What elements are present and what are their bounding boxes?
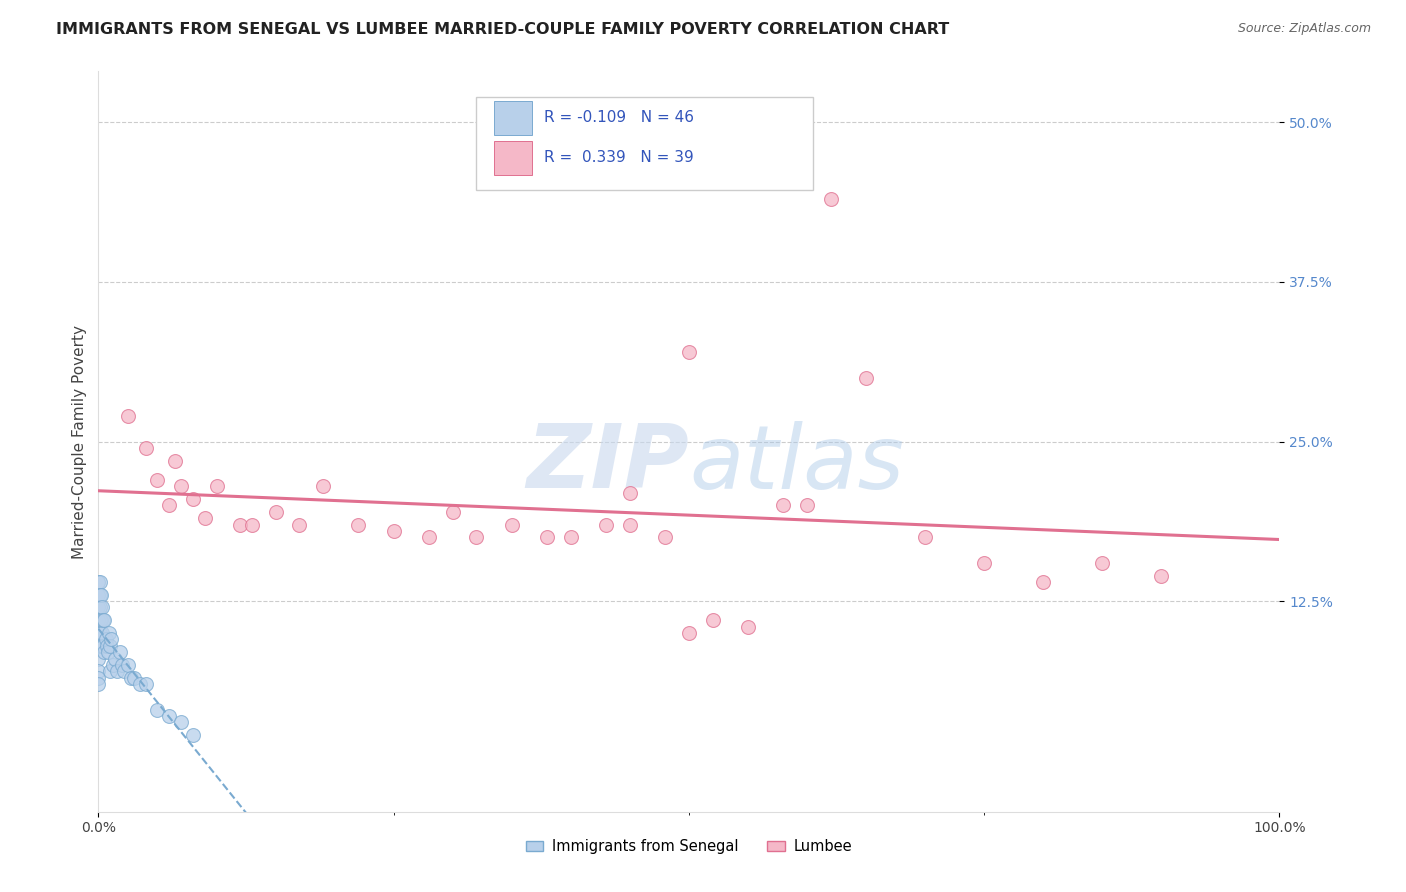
Point <box>111 657 134 672</box>
Text: R = -0.109   N = 46: R = -0.109 N = 46 <box>544 111 693 125</box>
Point <box>619 517 641 532</box>
Point <box>94 632 117 647</box>
Point <box>194 511 217 525</box>
Point <box>229 517 252 532</box>
Point <box>87 626 110 640</box>
Point <box>465 530 488 544</box>
Y-axis label: Married-Couple Family Poverty: Married-Couple Family Poverty <box>72 325 87 558</box>
Point <box>165 453 187 467</box>
Point <box>87 671 110 685</box>
Point <box>89 626 111 640</box>
Point <box>96 639 118 653</box>
Point <box>87 600 110 615</box>
Point <box>91 613 114 627</box>
Point <box>87 588 110 602</box>
Point <box>1032 574 1054 589</box>
Point <box>91 626 114 640</box>
Point <box>91 600 114 615</box>
Point <box>702 613 724 627</box>
Point <box>98 639 121 653</box>
Text: IMMIGRANTS FROM SENEGAL VS LUMBEE MARRIED-COUPLE FAMILY POVERTY CORRELATION CHAR: IMMIGRANTS FROM SENEGAL VS LUMBEE MARRIE… <box>56 22 949 37</box>
Point <box>595 517 617 532</box>
FancyBboxPatch shape <box>494 101 531 135</box>
Point <box>157 499 180 513</box>
Point <box>89 574 111 589</box>
Point <box>914 530 936 544</box>
Point <box>87 639 110 653</box>
Point <box>820 192 842 206</box>
Point <box>170 479 193 493</box>
Point <box>1150 568 1173 582</box>
Point <box>122 671 145 685</box>
Point <box>264 505 287 519</box>
Point <box>288 517 311 532</box>
Point <box>89 613 111 627</box>
FancyBboxPatch shape <box>494 141 531 175</box>
Text: atlas: atlas <box>689 421 904 507</box>
Point <box>97 645 120 659</box>
Point <box>87 677 110 691</box>
Point <box>418 530 440 544</box>
Point <box>87 574 110 589</box>
Point <box>90 588 112 602</box>
Point <box>117 409 139 423</box>
Point <box>181 491 204 506</box>
Point <box>89 600 111 615</box>
Point <box>170 715 193 730</box>
Point <box>855 370 877 384</box>
Point <box>382 524 405 538</box>
Point <box>347 517 370 532</box>
Point <box>98 626 121 640</box>
Point <box>90 639 112 653</box>
Point <box>89 588 111 602</box>
Point <box>87 613 110 627</box>
Point <box>128 677 150 691</box>
Point <box>146 703 169 717</box>
Point <box>536 530 558 544</box>
Text: ZIP: ZIP <box>526 420 689 508</box>
Point <box>93 613 115 627</box>
Point <box>181 728 204 742</box>
Point <box>1091 556 1114 570</box>
Point <box>501 517 523 532</box>
Point <box>146 473 169 487</box>
Point <box>101 657 124 672</box>
Point <box>135 441 157 455</box>
Point <box>441 505 464 519</box>
FancyBboxPatch shape <box>477 97 813 190</box>
Point <box>112 665 135 679</box>
Point <box>117 657 139 672</box>
Point <box>737 619 759 633</box>
Point <box>157 709 180 723</box>
Point <box>240 517 263 532</box>
Point <box>796 499 818 513</box>
Point <box>560 530 582 544</box>
Text: Source: ZipAtlas.com: Source: ZipAtlas.com <box>1237 22 1371 36</box>
Point <box>619 485 641 500</box>
Point <box>678 345 700 359</box>
Point <box>121 671 143 685</box>
Point <box>312 479 335 493</box>
Point <box>205 479 228 493</box>
Point <box>973 556 995 570</box>
Text: R =  0.339   N = 39: R = 0.339 N = 39 <box>544 150 693 165</box>
Point <box>104 651 127 665</box>
Point <box>93 645 115 659</box>
Point <box>91 639 114 653</box>
Point <box>98 665 121 679</box>
Point <box>654 530 676 544</box>
Point <box>108 645 131 659</box>
Legend: Immigrants from Senegal, Lumbee: Immigrants from Senegal, Lumbee <box>520 833 858 860</box>
Point <box>100 632 122 647</box>
Point <box>105 665 128 679</box>
Point <box>90 613 112 627</box>
Point <box>87 651 110 665</box>
Point <box>135 677 157 691</box>
Point <box>678 626 700 640</box>
Point <box>772 499 794 513</box>
Point <box>87 665 110 679</box>
